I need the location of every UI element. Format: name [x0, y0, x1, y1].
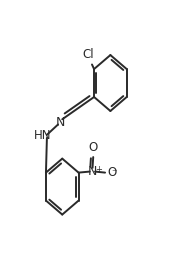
Text: O: O	[89, 141, 98, 154]
Text: ⁻: ⁻	[111, 169, 117, 179]
Text: N: N	[55, 116, 65, 129]
Text: HN: HN	[34, 129, 51, 142]
Text: O: O	[107, 166, 116, 179]
Text: +: +	[95, 165, 102, 174]
Text: N: N	[88, 165, 97, 178]
Text: Cl: Cl	[83, 48, 94, 61]
